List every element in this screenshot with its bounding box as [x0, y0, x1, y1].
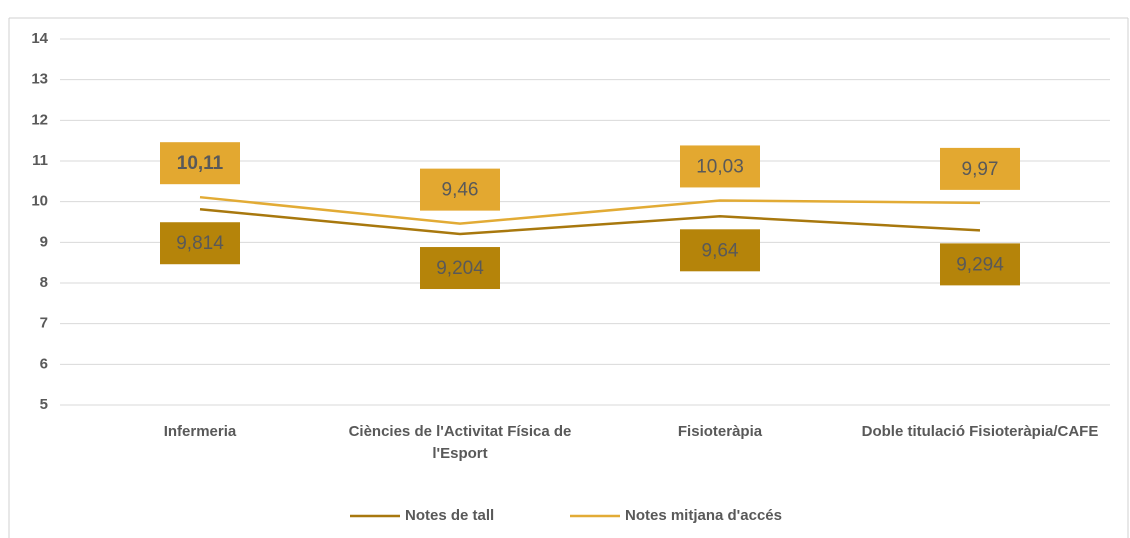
line	[199, 207, 981, 236]
y-tick-label: 7	[40, 315, 48, 332]
y-tick-label: 13	[31, 71, 48, 88]
y-tick-label: 11	[32, 152, 48, 169]
value-label-box	[680, 229, 760, 272]
value-label-box	[160, 142, 240, 185]
frame	[8, 17, 1129, 538]
line	[199, 195, 981, 225]
y-tick-label: 12	[31, 111, 48, 128]
x-tick-label: Infermeria	[163, 423, 237, 440]
value-label-box	[160, 222, 240, 265]
value-label-box	[940, 147, 1020, 190]
y-tick-label: 6	[40, 355, 48, 372]
value-label: 9,46	[442, 180, 479, 201]
value-label: 9,294	[956, 254, 1004, 275]
x-tick-label: Doble titulació Fisioteràpia/CAFE	[861, 423, 1099, 440]
value-label: 9,204	[436, 258, 484, 279]
value-label: 9,97	[962, 159, 999, 180]
x-tick-label: Ciències de l'Activitat Física de l'Espo…	[348, 423, 572, 462]
y-tick-label: 5	[40, 396, 48, 413]
value-label-box	[420, 247, 500, 290]
y-tick-label: 9	[40, 233, 48, 250]
value-label-box	[420, 168, 500, 211]
value-label-box	[680, 145, 760, 188]
x-tick-label: Fisioteràpia	[677, 423, 763, 440]
legend-label: Notes de tall	[405, 507, 494, 524]
y-tick-label: 8	[40, 274, 48, 291]
value-label: 10,03	[696, 156, 744, 177]
value-label: 9,64	[702, 240, 739, 261]
value-label: 9,814	[176, 233, 224, 254]
value-label-box	[940, 243, 1020, 286]
legend-label: Notes mitjana d'accés	[625, 507, 782, 524]
y-tick-label: 10	[31, 193, 48, 210]
value-label: 10,11	[177, 153, 224, 174]
y-tick-label: 14	[31, 30, 48, 47]
